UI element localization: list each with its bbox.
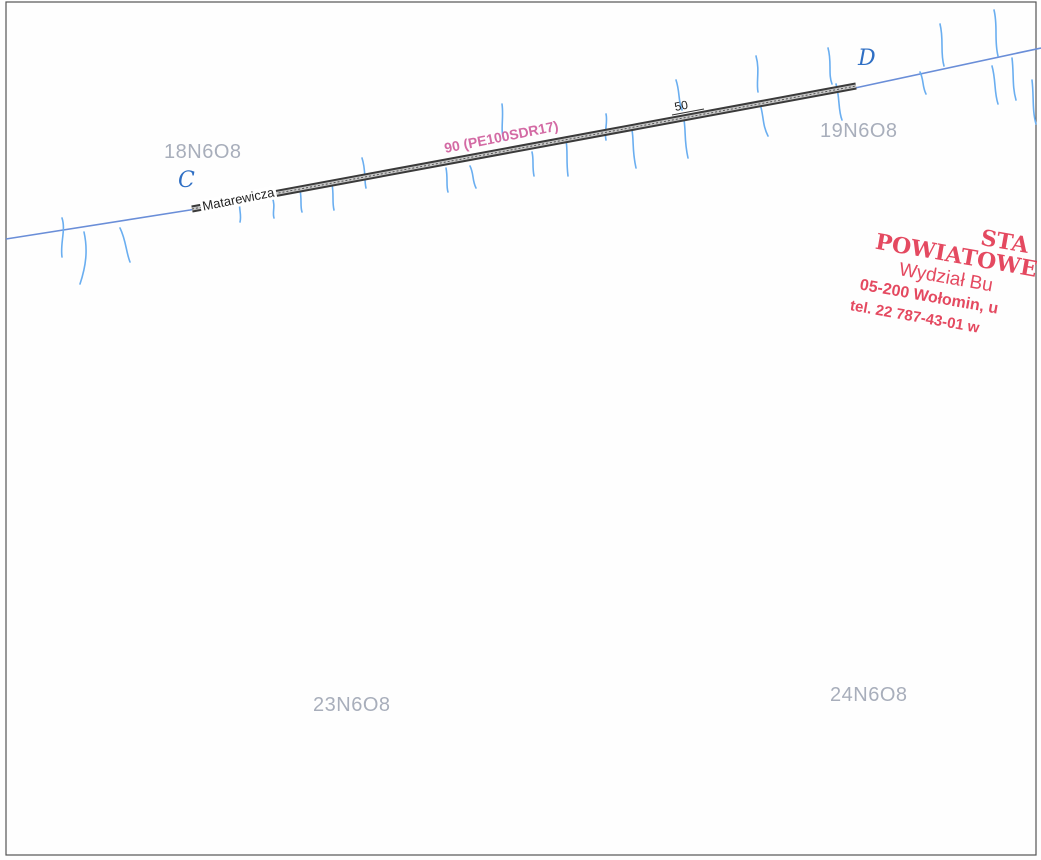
sheet-label-18: 18N6O8: [164, 141, 242, 163]
sheet-label-24: 24N6O8: [830, 684, 908, 706]
gas-pipe: [191, 82, 857, 213]
point-label-c: C: [178, 168, 195, 193]
official-stamp: STA POWIATOWE Wydział Bu 05-200 Wołomin,…: [839, 205, 1041, 417]
road-hatch-marks: [60, 9, 1037, 285]
point-label-d: D: [858, 46, 876, 71]
sheet-label-23: 23N6O8: [313, 694, 391, 716]
sheet-label-19: 19N6O8: [820, 120, 898, 142]
dimension-label: 50: [673, 97, 690, 114]
sheet-frame: [5, 1, 1037, 856]
dimension-tick: [671, 108, 705, 116]
